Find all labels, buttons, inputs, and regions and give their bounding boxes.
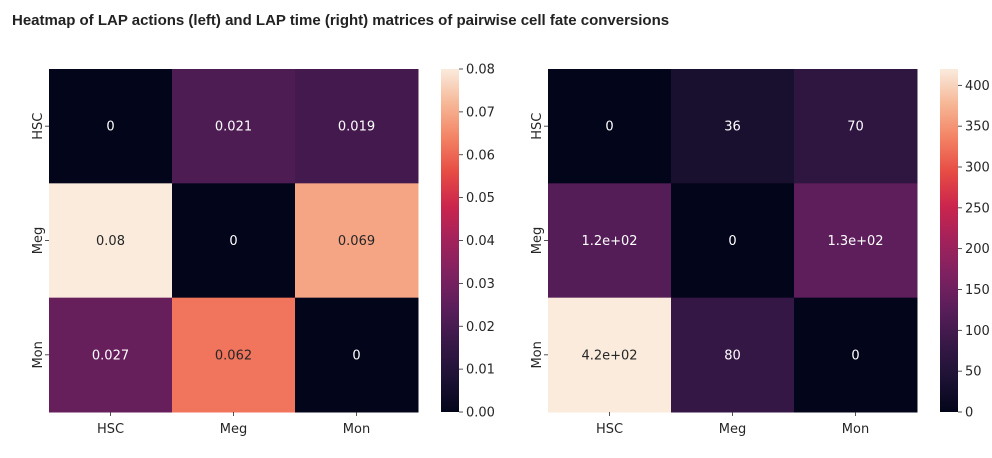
heatmap-cell <box>671 183 795 299</box>
heatmap-cell <box>49 69 173 184</box>
cell-annotation: 0.027 <box>92 348 129 363</box>
cell-annotation: 0 <box>106 120 114 135</box>
heatmap-cell <box>295 69 419 184</box>
colorbar-tick-label: 150 <box>965 283 990 298</box>
colorbar-tick-label: 0.08 <box>466 63 495 78</box>
y-tick-label: Mon <box>530 341 545 368</box>
colorbar-tick-label: 0.04 <box>466 234 495 249</box>
heatmap-cell <box>671 297 795 413</box>
cell-annotation: 0.062 <box>215 348 252 363</box>
cell-annotation: 70 <box>847 120 864 135</box>
cell-annotation: 0 <box>352 348 360 363</box>
cell-annotation: 0 <box>605 120 613 135</box>
heatmap-cell <box>172 183 296 299</box>
heatmap-cell <box>49 183 173 299</box>
cell-annotation: 0.021 <box>215 120 252 135</box>
colorbar-tick-label: 100 <box>965 324 990 339</box>
cell-annotation: 0 <box>851 348 859 363</box>
heatmap-cell <box>548 69 672 184</box>
cell-annotation: 0.069 <box>338 234 375 249</box>
colorbar-tick-label: 0.06 <box>466 148 495 163</box>
x-tick-label: HSC <box>596 422 623 437</box>
heatmap-panel-2: 0 36 70 1.2e+02 0 1.3e+02 4.2e+02 80 0 HSC Meg Mon H… <box>530 69 990 437</box>
colorbar-tick-label: 200 <box>965 242 990 257</box>
heatmap-cell <box>49 297 173 413</box>
heatmap-cell <box>172 297 296 413</box>
colorbar-tick-label: 0.00 <box>466 406 495 421</box>
x-tick-label: Mon <box>842 422 869 437</box>
cell-annotation: 0.08 <box>96 234 125 249</box>
cell-annotation: 0 <box>229 234 237 249</box>
y-tick-label: HSC <box>31 113 46 140</box>
cell-annotation: 80 <box>724 348 741 363</box>
cell-annotation: 1.2e+02 <box>581 234 637 249</box>
colorbar-tick-label: 0.02 <box>466 320 495 335</box>
figure-title: Heatmap of LAP actions (left) and LAP ti… <box>12 12 670 29</box>
colorbar-tick-label: 0.03 <box>466 277 495 292</box>
colorbar-tick-label: 250 <box>965 201 990 216</box>
cell-annotation: 0.019 <box>338 120 375 135</box>
colorbar-tick-label: 350 <box>965 120 990 135</box>
cell-annotation: 36 <box>724 120 741 135</box>
colorbar-tick-label: 0.01 <box>466 363 495 378</box>
colorbar-tick-label: 0.07 <box>466 105 495 120</box>
colorbar-1: 0.00 0.01 0.02 0.03 0.04 0.05 0.06 0.07 0.08 <box>441 63 495 421</box>
colorbar-gradient <box>441 69 459 412</box>
cell-annotation: 0 <box>728 234 736 249</box>
heatmap-cell <box>548 297 672 413</box>
y-tick-label: Mon <box>31 341 46 368</box>
heatmap-cell <box>794 183 918 299</box>
heatmap-cell <box>295 183 419 299</box>
colorbar-tick-label: 50 <box>965 365 982 380</box>
heatmap-cell <box>794 297 918 413</box>
colorbar-tick-label: 400 <box>965 79 990 94</box>
y-tick-label: HSC <box>530 113 545 140</box>
cell-annotation: 4.2e+02 <box>581 348 637 363</box>
colorbar-tick-label: 0 <box>965 406 973 421</box>
colorbar-gradient <box>940 69 958 412</box>
heatmap-cell <box>548 183 672 299</box>
x-tick-label: Mon <box>343 422 370 437</box>
x-tick-label: Meg <box>719 422 746 437</box>
heatmap-cell <box>794 69 918 184</box>
colorbar-2: 0 50 100 150 200 250 300 350 400 <box>940 69 990 421</box>
x-tick-label: HSC <box>97 422 124 437</box>
heatmap-cell <box>295 297 419 413</box>
heatmap-cell <box>172 69 296 184</box>
y-tick-label: Meg <box>31 227 46 254</box>
heatmap-panel-1: 0 0.021 0.019 0.08 0 0.069 0.027 0.062 0 HSC Meg Mo… <box>31 63 495 438</box>
cell-annotation: 1.3e+02 <box>827 234 883 249</box>
colorbar-tick-label: 0.05 <box>466 191 495 206</box>
x-tick-label: Meg <box>220 422 247 437</box>
y-tick-label: Meg <box>530 227 545 254</box>
colorbar-tick-label: 300 <box>965 161 990 176</box>
heatmap-cell <box>671 69 795 184</box>
